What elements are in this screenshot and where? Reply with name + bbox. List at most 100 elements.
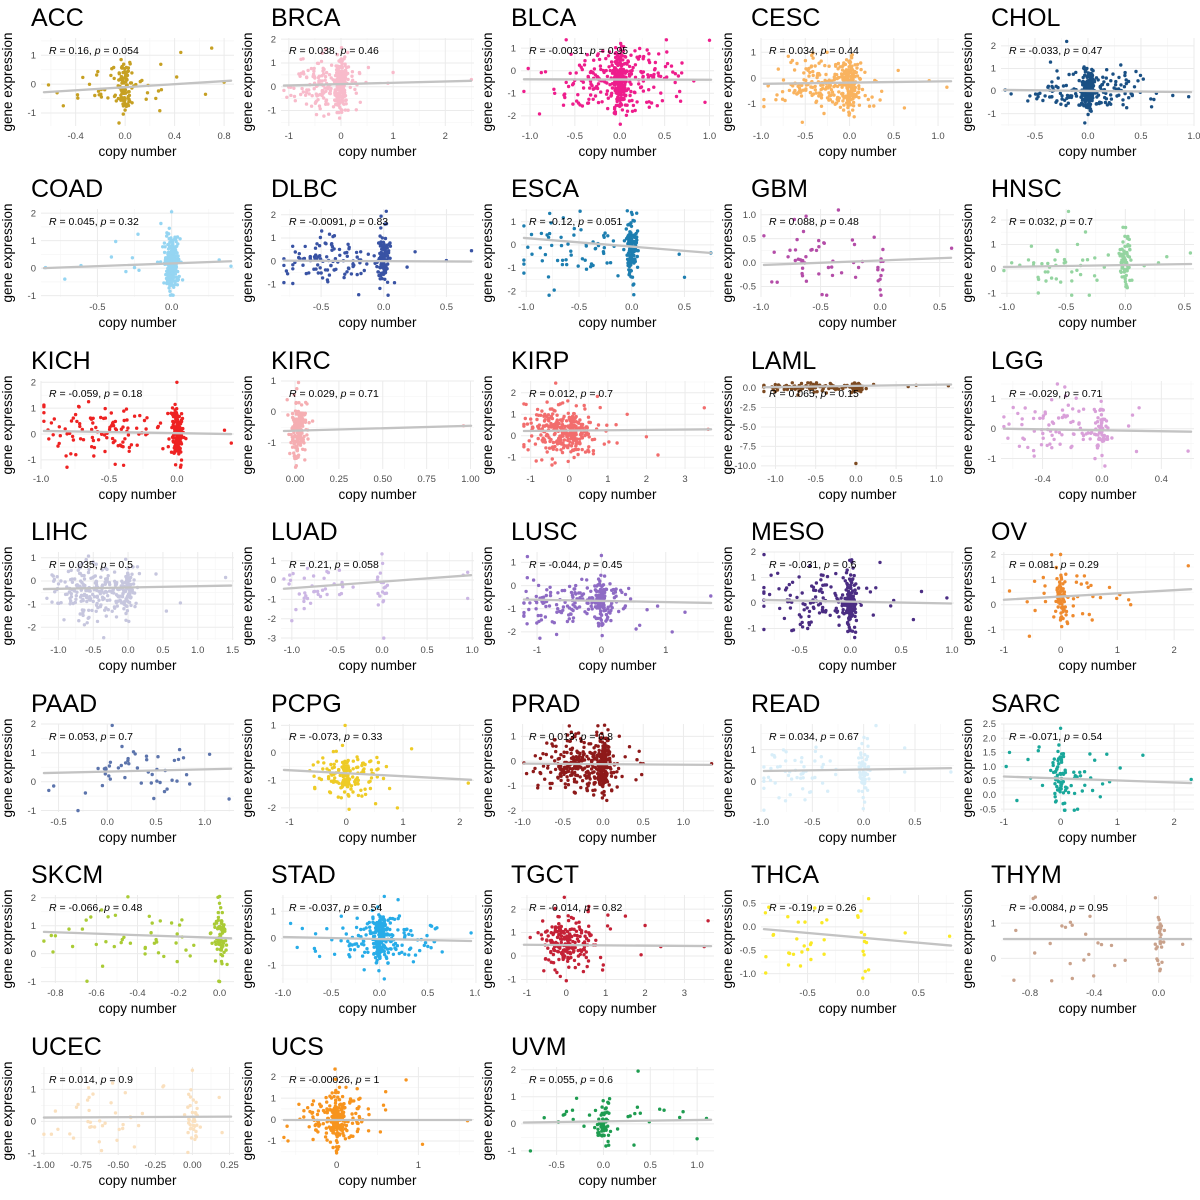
y-tick-label: 1 bbox=[271, 1093, 276, 1104]
x-tick-label: -1.00 bbox=[33, 1160, 55, 1171]
panel-esca: ESCA R = -0.12, p = 0.051 -2 -1 0 1 -1.0 -0.5 0.… bbox=[480, 171, 720, 342]
y-tick-label: 0 bbox=[31, 429, 36, 440]
panel-ov: OV R = 0.081, p = 0.29 -1 0 1 2 -1 0 1 2 copy numb… bbox=[960, 514, 1200, 685]
y-tick-label: -1 bbox=[28, 291, 36, 302]
scatter-points bbox=[42, 1068, 224, 1154]
y-axis-label: gene expression bbox=[480, 718, 495, 817]
regression-trend-line bbox=[1002, 427, 1193, 433]
x-tick-label: 0.0 bbox=[1095, 474, 1108, 485]
y-tick-label: 2 bbox=[271, 34, 276, 45]
y-tick-label: 0 bbox=[271, 934, 276, 945]
x-axis-label: copy number bbox=[99, 658, 177, 673]
scatter-plot-paad: PAAD R = 0.053, p = 0.7 -1 0 1 2 -0.5 0.0 0.5 1.0… bbox=[0, 690, 234, 845]
scatter-plot-laml: LAML R = 0.065, p = 0.15 -10.0 -7.5 -5.0 -2.5… bbox=[720, 347, 954, 502]
correlation-annotation: R = -0.12, p = 0.051 bbox=[529, 217, 622, 228]
x-axis-label: copy number bbox=[99, 830, 177, 845]
y-tick-label: -2 bbox=[508, 287, 516, 298]
scatter-plot-kirp: KIRP R = 0.012, p = 0.7 -1 0 1 2 -1 0 1 2 3 copy nu… bbox=[480, 347, 714, 502]
scatter-plot-esca: ESCA R = -0.12, p = 0.051 -2 -1 0 1 -1.0 -0.5 0.… bbox=[480, 175, 714, 330]
y-tick-label: 0 bbox=[31, 264, 36, 275]
y-tick-label: -1 bbox=[988, 109, 996, 120]
y-tick-label: -2 bbox=[508, 111, 516, 122]
correlation-annotation: R = 0.038, p = 0.46 bbox=[289, 46, 379, 57]
y-axis-label: gene expression bbox=[960, 890, 975, 989]
x-tick-label: 0.0 bbox=[849, 474, 862, 485]
y-tick-label: -1 bbox=[988, 625, 996, 636]
regression-trend-line bbox=[762, 383, 953, 389]
correlation-annotation: R = 0.034, p = 0.67 bbox=[769, 732, 859, 743]
regression-trend-line bbox=[762, 599, 953, 605]
x-tick-label: 2 bbox=[1171, 817, 1176, 828]
panel-title: UCEC bbox=[31, 1033, 102, 1061]
scatter-plot-dlbc: DLBC R = -0.0091, p = 0.83 -1 0 1 2 -0.5 0.0 0.5… bbox=[240, 175, 474, 330]
panel-title: PRAD bbox=[511, 690, 580, 718]
panel-sarc: SARC R = -0.071, p = 0.54 -0.5 0.0 0.5 1.0 1.5… bbox=[960, 686, 1200, 857]
y-tick-label: 0.0 bbox=[743, 383, 756, 394]
regression-trend-line bbox=[1002, 88, 1193, 94]
x-tick-label: 0.5 bbox=[887, 131, 900, 142]
panel-title: GBM bbox=[751, 175, 808, 203]
panel-stad: STAD R = -0.037, p = 0.54 -1 0 1 -1.0 -0.5 0.0 0… bbox=[240, 857, 480, 1028]
y-tick-label: 2 bbox=[751, 547, 756, 558]
panel-title: READ bbox=[751, 690, 820, 718]
y-tick-label: 0 bbox=[271, 1114, 276, 1125]
correlation-annotation: R = -0.014, p = 0.82 bbox=[529, 903, 622, 914]
y-tick-label: -1 bbox=[508, 975, 516, 986]
x-tick-label: 0 bbox=[1058, 645, 1063, 656]
x-tick-label: 0.4 bbox=[168, 131, 181, 142]
x-tick-label: -1.0 bbox=[999, 302, 1015, 313]
regression-trend-line bbox=[522, 427, 713, 432]
y-tick-label: 1 bbox=[511, 43, 516, 54]
scatter-points bbox=[522, 723, 714, 802]
panel-title: LIHC bbox=[31, 518, 88, 546]
y-tick-label: -2 bbox=[268, 803, 276, 814]
scatter-plot-uvm: UVM R = 0.055, p = 0.6 -1 0 1 2 -0.5 0.0 0.5 1.0 c… bbox=[480, 1033, 714, 1188]
y-tick-label: -2 bbox=[268, 614, 276, 625]
panel-title: SARC bbox=[991, 690, 1060, 718]
x-tick-label: 0.0 bbox=[857, 817, 870, 828]
y-axis-label: gene expression bbox=[240, 33, 255, 132]
x-tick-label: -1.0 bbox=[522, 131, 538, 142]
y-axis-label: gene expression bbox=[240, 204, 255, 303]
x-tick-label: 2 bbox=[443, 131, 448, 142]
x-axis-label: copy number bbox=[579, 1173, 657, 1188]
x-tick-label: 0.00 bbox=[286, 474, 304, 485]
correlation-annotation: R = 0.055, p = 0.6 bbox=[529, 1075, 613, 1086]
y-axis-label: gene expression bbox=[960, 204, 975, 303]
x-tick-label: 0.0 bbox=[373, 988, 386, 999]
y-axis-label: gene expression bbox=[480, 33, 495, 132]
regression-trend-line bbox=[1002, 588, 1193, 602]
correlation-annotation: R = -0.059, p = 0.18 bbox=[49, 389, 142, 400]
x-axis-label: copy number bbox=[579, 487, 657, 502]
panel-prad: PRAD R = 0.013, p = 0.8 -2 -1 0 1 -1.0 -0.5 0.0 0… bbox=[480, 686, 720, 857]
panel-thca: THCA R = -0.19, p = 0.26 -1.0 -0.5 0.0 0.5 -0.… bbox=[720, 857, 960, 1028]
x-tick-label: 0.0 bbox=[1119, 302, 1132, 313]
scatter-points bbox=[47, 723, 231, 812]
x-tick-label: 1.0 bbox=[469, 988, 480, 999]
x-tick-label: -0.5 bbox=[804, 817, 820, 828]
y-tick-label: 0.0 bbox=[743, 258, 756, 269]
y-tick-label: 0.0 bbox=[743, 922, 756, 933]
y-tick-label: 0 bbox=[991, 600, 996, 611]
x-tick-label: -0.5 bbox=[567, 131, 583, 142]
panel-title: KICH bbox=[31, 347, 91, 375]
x-tick-label: 2 bbox=[642, 988, 647, 999]
panel-hnsc: HNSC R = 0.032, p = 0.7 -1 0 1 2 -1.0 -0.5 0.0 0.… bbox=[960, 171, 1200, 342]
y-tick-label: 0 bbox=[751, 598, 756, 609]
x-tick-label: 0.0 bbox=[165, 302, 178, 313]
y-axis-label: gene expression bbox=[240, 718, 255, 817]
panel-title: STAD bbox=[271, 861, 336, 889]
x-tick-label: -0.5 bbox=[329, 645, 345, 656]
x-tick-label: 0.75 bbox=[417, 474, 435, 485]
panel-tgct: TGCT R = -0.014, p = 0.82 -1 0 1 2 -1 0 1 2 3 copy … bbox=[480, 857, 720, 1028]
x-tick-label: 0.5 bbox=[156, 645, 169, 656]
regression-trend-line bbox=[762, 257, 953, 267]
y-tick-label: 1 bbox=[31, 553, 36, 564]
correlation-annotation: R = 0.032, p = 0.7 bbox=[1009, 217, 1093, 228]
x-tick-label: 1.0 bbox=[691, 1160, 704, 1171]
y-tick-label: 0.5 bbox=[743, 899, 756, 910]
scatter-points bbox=[522, 38, 712, 126]
x-tick-label: 3 bbox=[682, 988, 687, 999]
x-tick-label: 0.0 bbox=[121, 645, 134, 656]
regression-trend-line bbox=[42, 260, 233, 270]
